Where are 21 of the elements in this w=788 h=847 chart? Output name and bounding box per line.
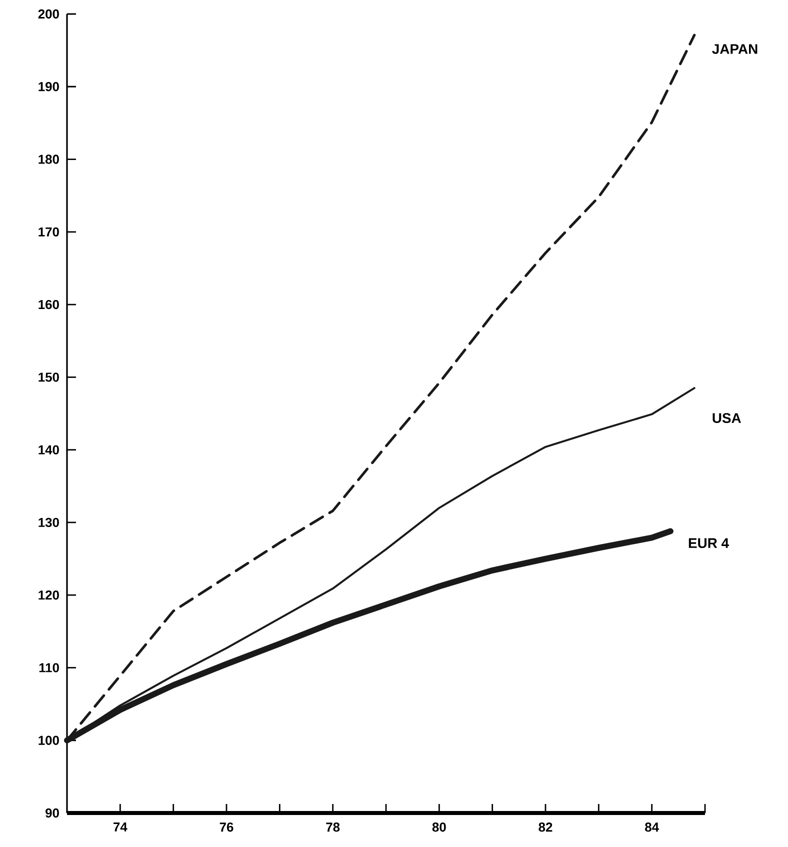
y-tick-label: 140 [38, 445, 59, 454]
y-tick-label: 100 [38, 736, 59, 745]
x-tick-label: 78 [326, 822, 340, 832]
x-tick-label: 74 [114, 822, 128, 832]
y-tick-label: 90 [46, 808, 59, 818]
y-tick-label: 200 [38, 9, 59, 19]
x-tick-label: 76 [220, 822, 234, 832]
x-tick-label: 80 [432, 822, 446, 832]
x-tick-label: 84 [645, 822, 659, 832]
series-label: EUR 4 [688, 538, 729, 548]
y-tick-label: 120 [38, 590, 59, 600]
y-tick-label: 130 [38, 518, 59, 528]
y-tick-label: 160 [38, 300, 59, 310]
x-tick-label: 82 [538, 822, 552, 832]
y-tick-label: 150 [38, 372, 59, 382]
y-tick-label: 190 [38, 82, 59, 92]
y-tick-label: 180 [38, 154, 59, 164]
y-tick-label: 110 [39, 663, 59, 672]
text: USA [712, 413, 741, 424]
series-label: JAPAN [712, 44, 758, 54]
y-tick-label: 170 [38, 227, 59, 236]
